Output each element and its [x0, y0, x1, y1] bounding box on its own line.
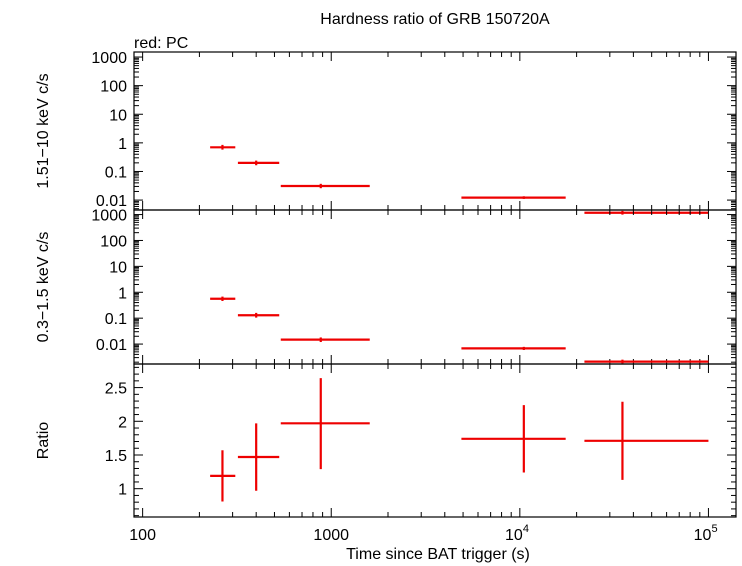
- data-point: [461, 346, 566, 351]
- panel-frame: [133, 363, 737, 518]
- y-tick-label: 2.5: [105, 381, 127, 398]
- data-point: [280, 378, 370, 470]
- y-tick-label: 1: [118, 285, 127, 302]
- x-tick-label: 1000: [313, 527, 349, 544]
- y-tick-label: 0.01: [96, 193, 127, 210]
- panel-frame: [133, 209, 737, 365]
- y-tick-label: 100: [100, 79, 127, 96]
- panel-hard: 1000 100 10 1 0.1 0.01 1.51−10 keV c/s: [35, 50, 737, 215]
- y-tick-label: 1000: [91, 50, 127, 67]
- y-tick-label: 0.1: [105, 164, 127, 181]
- data-point: [280, 183, 370, 189]
- y-tick-label: 100: [100, 233, 127, 250]
- data-point: [210, 296, 236, 301]
- data-point: [461, 196, 566, 199]
- y-tick-label: 1000: [91, 208, 127, 225]
- x-axis-label: Time since BAT trigger (s): [346, 546, 530, 563]
- x-tick-label-exponent: 4: [523, 523, 529, 535]
- data-point: [584, 210, 709, 215]
- data-point: [584, 401, 709, 480]
- data-point: [280, 337, 370, 343]
- data-point: [237, 423, 280, 491]
- y-tick-label: 10: [109, 107, 127, 124]
- y-tick-label: 2: [118, 414, 127, 431]
- y-tick-label: 10: [109, 259, 127, 276]
- panel-soft: 1000 100 10 1 0.1 0.01 0.3−1.5 keV c/s: [35, 208, 737, 365]
- panel-frame: [133, 51, 737, 211]
- data-point: [210, 450, 236, 502]
- y-axis-label: 0.3−1.5 keV c/s: [35, 232, 52, 343]
- x-tick-label-base: 10: [694, 527, 712, 544]
- x-tick-label-exponent: 5: [711, 523, 717, 535]
- chart-title: Hardness ratio of GRB 150720A: [320, 11, 550, 28]
- y-axis-label: Ratio: [35, 422, 52, 459]
- y-axis-label: 1.51−10 keV c/s: [35, 73, 52, 188]
- x-tick-label: 100: [129, 527, 156, 544]
- y-tick-label: 1.5: [105, 448, 127, 465]
- data-point: [584, 359, 709, 364]
- data-point: [210, 144, 236, 150]
- data-point: [461, 405, 566, 473]
- panel-ratio: 2.5 2 1.5 1 Ratio: [35, 363, 737, 518]
- y-tick-label: 1: [118, 136, 127, 153]
- data-point: [237, 312, 280, 318]
- y-tick-label: 0.1: [105, 311, 127, 328]
- chart-subtitle: red: PC: [134, 35, 188, 52]
- y-tick-label: 0.01: [96, 337, 127, 354]
- y-tick-label: 1: [118, 482, 127, 499]
- data-point: [237, 160, 280, 166]
- x-tick-labels: 100 1000 10 4 10 5: [129, 523, 717, 544]
- x-tick-label-base: 10: [505, 527, 523, 544]
